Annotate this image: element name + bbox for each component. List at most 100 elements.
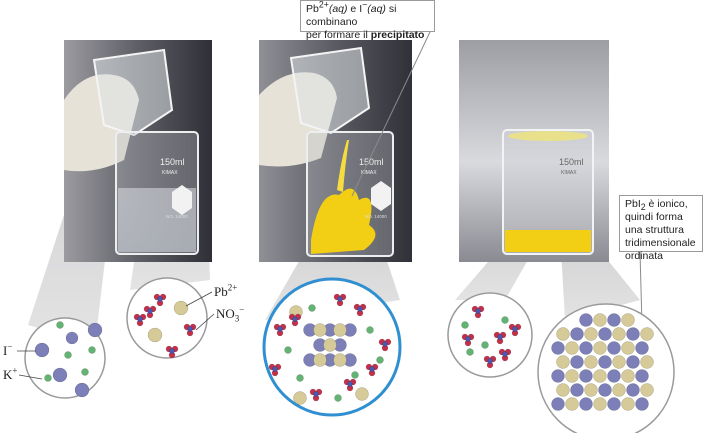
iodide-ion [579, 397, 593, 411]
lead-ion [556, 355, 570, 369]
lead-ion [612, 383, 626, 397]
lead-ion [565, 397, 579, 411]
nitrogen-atom [169, 348, 175, 354]
iodide-ion [570, 383, 584, 397]
iodide-ion [52, 367, 68, 383]
nitrogen-atom [512, 326, 518, 332]
nitrogen-atom [475, 308, 481, 314]
iodide-ion [551, 369, 565, 383]
potassium-ion [466, 348, 474, 356]
beaker-brand-3: KIMAX [561, 170, 577, 176]
lead-ion [584, 327, 598, 341]
potassium-ion [501, 316, 509, 324]
iodide-ion [34, 342, 50, 358]
iodide-ion [635, 341, 649, 355]
label-iodide: I− [3, 341, 13, 358]
beaker-volume-1: 150ml [160, 157, 185, 167]
beaker-serial-2: NO. 14000 [365, 214, 387, 219]
potassium-ion [284, 346, 292, 354]
lead-ion [593, 341, 607, 355]
lead-ion [313, 353, 327, 367]
iodide-ion [607, 313, 621, 327]
lead-ion [584, 383, 598, 397]
potassium-ion [351, 371, 359, 379]
iodide-ion [551, 397, 565, 411]
lead-ion [584, 355, 598, 369]
label-potassium: K+ [3, 365, 18, 382]
lead-ion [333, 353, 347, 367]
iodide-ion [626, 355, 640, 369]
zoom-circle-spectators [447, 292, 533, 378]
nitrogen-atom [337, 296, 343, 302]
nitrogen-atom [137, 316, 143, 322]
nitrogen-atom [487, 358, 493, 364]
nitrogen-atom [187, 326, 193, 332]
lead-ion [640, 383, 654, 397]
photo-settled-precipitate: 150ml KIMAX [459, 40, 609, 262]
lead-ion [333, 323, 347, 337]
potassium-ion [308, 304, 316, 312]
lead-ion [621, 341, 635, 355]
lead-ion [612, 327, 626, 341]
lead-ion [323, 338, 337, 352]
lead-ion [621, 369, 635, 383]
nitrogen-atom [382, 341, 388, 347]
iodide-ion [626, 383, 640, 397]
callout-combine: Pb2+(aq) e I−(aq) si combinano per forma… [300, 0, 435, 41]
lead-ion [556, 383, 570, 397]
nitrogen-atom [497, 334, 503, 340]
lead-ion [621, 313, 635, 327]
lead-ion [593, 313, 607, 327]
label-lead: Pb2+ [214, 282, 238, 299]
lead-ion [293, 391, 307, 405]
potassium-ion [296, 374, 304, 382]
potassium-ion [461, 321, 469, 329]
beaker-serial-1: NO. 14000 [166, 214, 188, 219]
lead-ion [565, 369, 579, 383]
nitrogen-atom [357, 306, 363, 312]
lead-ion [621, 397, 635, 411]
iodide-ion [598, 355, 612, 369]
iodide-ion [607, 369, 621, 383]
potassium-ion [44, 374, 52, 382]
nitrogen-atom [272, 366, 278, 372]
lead-ion [593, 369, 607, 383]
lead-ion [355, 387, 369, 401]
iodide-ion [87, 322, 103, 338]
lead-ion [565, 341, 579, 355]
iodide-ion [579, 369, 593, 383]
lead-ion [640, 327, 654, 341]
iodide-ion [74, 382, 90, 398]
iodide-ion [626, 327, 640, 341]
iodide-ion [65, 331, 79, 345]
lead-ion [173, 300, 189, 316]
lead-ion [640, 355, 654, 369]
potassium-ion [81, 368, 89, 376]
callout-ionic-structure: PbI2 è ionico, quindi forma una struttur… [619, 195, 703, 262]
iodide-ion [570, 327, 584, 341]
nitrogen-atom [502, 351, 508, 357]
nitrogen-atom [157, 296, 163, 302]
potassium-ion [334, 394, 342, 402]
potassium-ion [88, 346, 96, 354]
iodide-ion [635, 397, 649, 411]
label-nitrate: NO3− [216, 304, 245, 324]
iodide-ion [635, 369, 649, 383]
lead-ion [612, 355, 626, 369]
lead-ion [556, 327, 570, 341]
nitrogen-atom [147, 308, 153, 314]
nitrogen-atom [277, 326, 283, 332]
beaker-volume-3: 150ml [559, 157, 584, 167]
iodide-ion [570, 355, 584, 369]
iodide-ion [551, 341, 565, 355]
potassium-ion [64, 351, 72, 359]
lead-ion [313, 323, 327, 337]
nitrogen-atom [347, 381, 353, 387]
lead-ion [147, 327, 163, 343]
iodide-ion [607, 341, 621, 355]
lead-ion [593, 397, 607, 411]
nitrogen-atom [465, 336, 471, 342]
nitrogen-atom [369, 366, 375, 372]
